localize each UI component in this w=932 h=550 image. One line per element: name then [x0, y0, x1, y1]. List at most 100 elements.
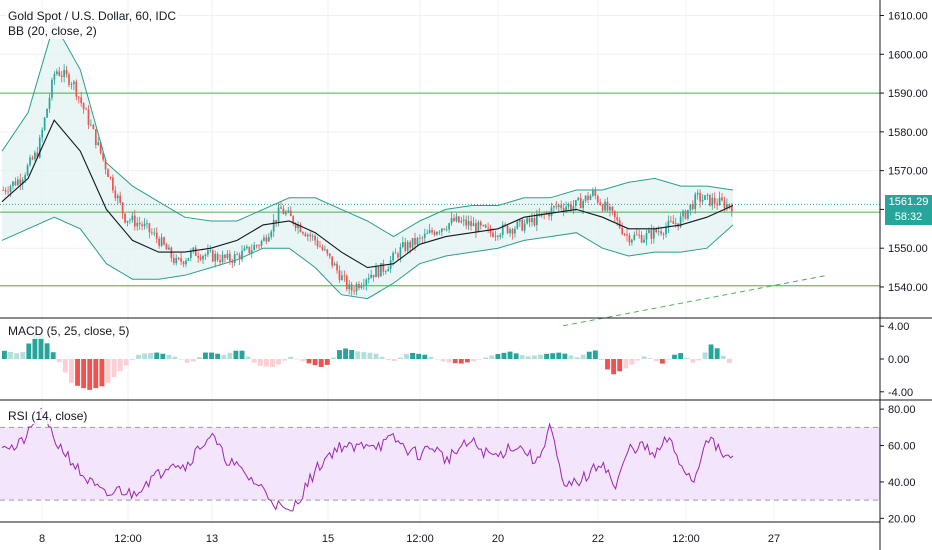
candle-body	[165, 244, 168, 250]
candle-body	[650, 230, 653, 239]
candle-body	[141, 224, 143, 227]
candle-body	[565, 206, 567, 211]
candle-body	[226, 253, 229, 258]
candle-body	[387, 268, 390, 272]
candle-body	[557, 204, 560, 207]
candle-body	[404, 242, 407, 251]
candle-body	[114, 190, 117, 199]
macd-histogram-bar	[361, 352, 367, 359]
bb-indicator-label[interactable]: BB (20, close, 2)	[6, 24, 99, 39]
macd-histogram-bar	[203, 352, 208, 359]
candle-body	[287, 210, 290, 213]
candle-body	[584, 195, 587, 201]
candle-body	[448, 223, 450, 230]
candle-body	[401, 242, 404, 247]
macd-histogram-bar	[227, 352, 233, 359]
candle-body	[599, 202, 602, 205]
candle-body	[431, 230, 433, 233]
candle-body	[299, 224, 302, 233]
candle-body	[158, 238, 161, 246]
macd-histogram-bar	[635, 359, 641, 361]
candle-body	[348, 284, 351, 289]
macd-histogram-bar	[623, 359, 629, 369]
rsi-pane[interactable]	[0, 407, 880, 512]
candle-body	[228, 253, 231, 262]
price-pane[interactable]	[0, 22, 880, 327]
candle-body	[68, 74, 70, 85]
candle-body	[185, 260, 187, 265]
candle-body	[233, 254, 236, 263]
candle-body	[48, 97, 51, 109]
candle-body	[116, 195, 119, 199]
candle-body	[574, 200, 577, 206]
macd-histogram-bar	[702, 352, 708, 359]
candle-body	[168, 247, 170, 250]
candle-body	[555, 206, 558, 207]
candle-body	[708, 194, 711, 206]
macd-pane[interactable]	[2, 334, 732, 390]
candle-body	[596, 195, 599, 203]
candle-body	[250, 250, 253, 254]
candle-body	[458, 216, 460, 223]
macd-histogram-bar	[355, 351, 361, 359]
candle-body	[314, 235, 316, 241]
candle-body	[333, 263, 336, 266]
candle-body	[292, 216, 295, 224]
candle-body	[63, 69, 65, 77]
candle-body	[7, 191, 9, 193]
candle-body	[270, 231, 273, 237]
x-tick-label: 15	[322, 533, 334, 545]
candle-body	[341, 275, 343, 281]
macd-indicator-label[interactable]: MACD (5, 25, close, 5)	[6, 324, 132, 339]
macd-histogram-bar	[117, 359, 123, 372]
candle-body	[365, 279, 368, 285]
candle-body	[153, 232, 156, 234]
macd-histogram-bar	[32, 334, 38, 359]
candle-body	[587, 195, 589, 200]
candle-body	[267, 236, 270, 242]
macd-histogram-bar	[592, 350, 598, 359]
candle-body	[497, 235, 499, 237]
candle-body	[618, 220, 621, 228]
candle-body	[626, 234, 628, 236]
y-tick-label: 1580.00	[888, 127, 928, 139]
macd-histogram-bar	[690, 359, 696, 363]
rsi-indicator-label[interactable]: RSI (14, close)	[6, 409, 90, 424]
macd-histogram-bar	[696, 359, 702, 361]
candle-body	[679, 216, 682, 228]
macd-histogram-bar	[129, 359, 135, 361]
macd-histogram-bar	[136, 354, 141, 359]
candle-body	[691, 204, 694, 210]
x-tick-label: 12:00	[114, 533, 142, 545]
candle-body	[275, 219, 277, 222]
candle-body	[518, 219, 521, 222]
candle-body	[155, 232, 158, 239]
macd-histogram-bar	[391, 359, 397, 362]
macd-histogram-bar	[556, 352, 562, 359]
candle-body	[672, 221, 675, 224]
candle-body	[643, 239, 645, 243]
candle-body	[475, 223, 477, 232]
candle-body	[253, 245, 256, 251]
macd-y-tick-label: 0.00	[888, 354, 909, 366]
candle-body	[445, 229, 448, 231]
macd-histogram-bar	[708, 344, 714, 359]
candle-body	[24, 175, 27, 180]
candle-body	[472, 223, 475, 227]
candle-body	[655, 228, 658, 233]
candle-body	[657, 231, 660, 233]
rsi-y-tick-label: 40.00	[888, 477, 916, 489]
macd-histogram-bar	[20, 352, 26, 359]
bollinger-upper-band	[1, 22, 734, 238]
candle-body	[638, 234, 641, 236]
candle-body	[470, 221, 472, 227]
candle-body	[241, 250, 243, 260]
candle-body	[523, 223, 526, 231]
macd-histogram-bar	[385, 359, 391, 361]
candle-body	[82, 103, 85, 109]
candle-body	[640, 234, 643, 243]
candle-body	[207, 250, 209, 255]
rsi-y-tick-label: 80.00	[888, 404, 916, 416]
